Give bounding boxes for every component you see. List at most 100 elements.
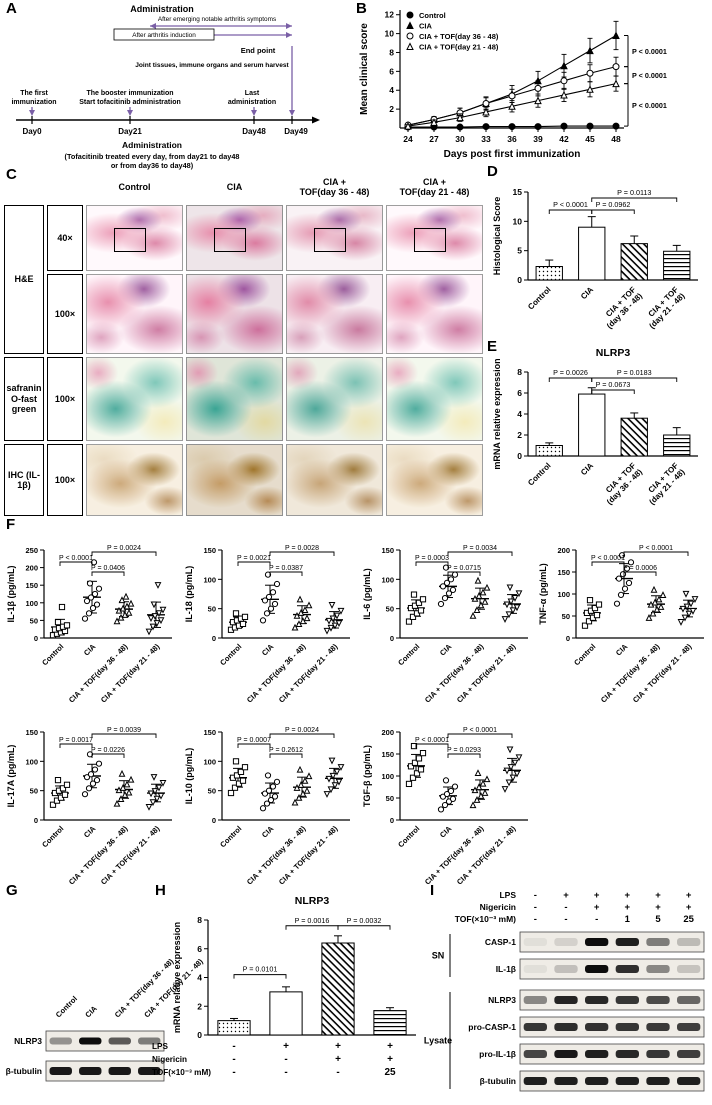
svg-text:β-tubulin: β-tubulin <box>6 1066 42 1076</box>
panel-label-h: H <box>155 882 166 899</box>
svg-text:P = 0.0962: P = 0.0962 <box>596 200 631 209</box>
roi-box <box>113 227 146 253</box>
svg-text:-: - <box>284 1054 287 1065</box>
svg-text:100: 100 <box>381 575 394 584</box>
svg-text:4: 4 <box>389 85 394 95</box>
svg-text:P = 0.2612: P = 0.2612 <box>269 747 303 754</box>
histology-image <box>386 274 483 354</box>
svg-text:36: 36 <box>507 134 517 144</box>
svg-text:39: 39 <box>533 134 543 144</box>
svg-text:150: 150 <box>25 581 38 590</box>
svg-text:CIA + TOF(day 36 - 48): CIA + TOF(day 36 - 48) <box>599 461 645 507</box>
svg-text:50: 50 <box>208 605 216 614</box>
svg-text:P = 0.0028: P = 0.0028 <box>285 545 319 552</box>
svg-text:Control: Control <box>218 642 243 667</box>
svg-text:IL-17A (pg/mL): IL-17A (pg/mL) <box>6 745 16 808</box>
svg-text:P = 0.0026: P = 0.0026 <box>553 368 588 377</box>
svg-text:P = 0.0715: P = 0.0715 <box>447 565 481 572</box>
histology-image <box>386 205 483 271</box>
svg-text:150: 150 <box>557 568 570 577</box>
svg-text:100: 100 <box>203 757 216 766</box>
svg-text:Histological Score: Histological Score <box>492 197 502 276</box>
svg-text:-: - <box>232 1041 235 1052</box>
svg-text:Control: Control <box>526 461 552 487</box>
svg-text:150: 150 <box>25 728 38 737</box>
panel-c-column-header: CIA + TOF(day 36 - 48) <box>299 176 370 197</box>
histology-image <box>86 205 183 271</box>
svg-text:50: 50 <box>562 612 570 621</box>
svg-text:P = 0.0183: P = 0.0183 <box>617 368 652 377</box>
histology-image <box>186 444 283 516</box>
svg-text:8: 8 <box>389 47 394 57</box>
svg-text:mRNA relative expression: mRNA relative expression <box>492 358 502 469</box>
svg-text:50: 50 <box>208 787 216 796</box>
svg-text:150: 150 <box>203 728 216 737</box>
svg-text:Control: Control <box>40 824 65 849</box>
svg-text:10: 10 <box>513 216 523 226</box>
panel-i-inflammasome-western-blot: LPS - + + + + +Nigericin - - + + + +TOF(×10⁻³ mM) - - -… <box>424 890 705 1092</box>
svg-text:CIA + TOF(day 21 - 48): CIA + TOF(day 21 - 48) <box>99 824 162 887</box>
svg-text:24: 24 <box>403 134 413 144</box>
svg-text:Day49: Day49 <box>284 127 308 136</box>
svg-text:P < 0.0001: P < 0.0001 <box>639 545 673 552</box>
svg-text:administration: administration <box>228 99 276 106</box>
svg-text:Control: Control <box>572 642 597 667</box>
svg-text:CIA + TOF(day 36 - 48): CIA + TOF(day 36 - 48) <box>245 824 308 887</box>
svg-text:NLRP3: NLRP3 <box>295 895 330 907</box>
svg-text:Lysate: Lysate <box>424 1036 452 1046</box>
svg-text:P < 0.0001: P < 0.0001 <box>463 727 497 734</box>
svg-text:P < 0.0001: P < 0.0001 <box>553 200 588 209</box>
svg-text:CIA + TOF(day 36 - 48): CIA + TOF(day 36 - 48) <box>67 642 130 705</box>
svg-text:mRNA relative expression: mRNA relative expression <box>172 922 182 1033</box>
svg-text:Nigericin: Nigericin <box>152 1055 187 1064</box>
svg-text:pro-IL-1β: pro-IL-1β <box>479 1049 516 1059</box>
svg-text:200: 200 <box>557 546 570 555</box>
svg-text:Day0: Day0 <box>22 127 42 136</box>
svg-text:Control: Control <box>396 642 421 667</box>
svg-text:-: - <box>564 914 567 925</box>
histology-image <box>286 444 383 516</box>
svg-text:1: 1 <box>625 914 631 925</box>
svg-text:β-tubulin: β-tubulin <box>480 1076 516 1086</box>
panel-c-histology-grid: Control CIA CIA + TOF(day 36 - 48) CIA + TO… <box>4 172 486 518</box>
svg-text:P = 0.0003: P = 0.0003 <box>415 555 449 562</box>
histology-image <box>286 357 383 441</box>
roi-box <box>413 227 446 253</box>
svg-text:15: 15 <box>513 187 523 197</box>
svg-text:P = 0.0034: P = 0.0034 <box>463 545 497 552</box>
svg-text:CIA + TOF(day 36 - 48): CIA + TOF(day 36 - 48) <box>423 824 486 887</box>
svg-text:200: 200 <box>25 564 38 573</box>
svg-text:2: 2 <box>389 104 394 114</box>
svg-text:CIA: CIA <box>260 824 276 840</box>
svg-text:Last: Last <box>245 90 260 97</box>
svg-text:CIA: CIA <box>83 1004 99 1020</box>
magnification-label: 100× <box>47 444 83 516</box>
svg-text:50: 50 <box>30 616 38 625</box>
svg-text:0: 0 <box>34 816 38 825</box>
svg-text:IL-6 (pg/mL): IL-6 (pg/mL) <box>362 568 372 620</box>
svg-text:Day21: Day21 <box>118 127 142 136</box>
svg-text:25: 25 <box>384 1067 396 1078</box>
svg-text:P = 0.0017: P = 0.0017 <box>59 737 93 744</box>
svg-text:P < 0.0001: P < 0.0001 <box>632 71 667 80</box>
svg-text:TGF-β (pg/mL): TGF-β (pg/mL) <box>362 745 372 807</box>
roi-box <box>313 227 346 253</box>
svg-text:150: 150 <box>381 750 394 759</box>
svg-text:LPS: LPS <box>499 890 516 900</box>
svg-text:P < 0.0001: P < 0.0001 <box>59 555 93 562</box>
svg-text:-: - <box>534 902 537 913</box>
svg-text:+: + <box>335 1041 341 1052</box>
svg-text:The booster immunization: The booster immunization <box>86 90 173 97</box>
svg-text:SN: SN <box>432 951 445 961</box>
svg-text:immunization: immunization <box>11 99 56 106</box>
svg-text:27: 27 <box>429 134 439 144</box>
svg-text:P = 0.0113: P = 0.0113 <box>617 188 651 197</box>
svg-text:NLRP3: NLRP3 <box>14 1036 42 1046</box>
svg-text:CIA: CIA <box>438 824 454 840</box>
